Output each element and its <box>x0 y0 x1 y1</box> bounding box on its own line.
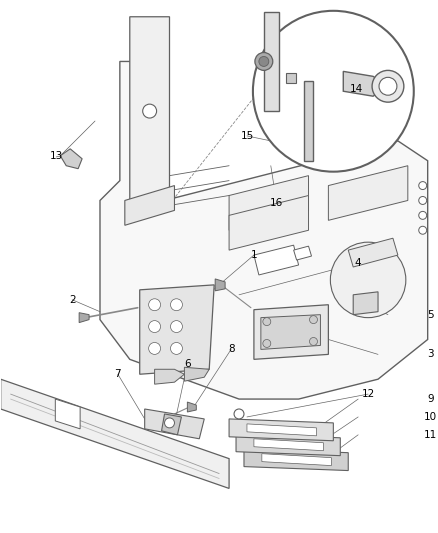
Polygon shape <box>79 313 89 322</box>
Polygon shape <box>261 314 321 350</box>
Text: 6: 6 <box>184 359 191 369</box>
Polygon shape <box>254 439 323 451</box>
Circle shape <box>259 56 269 67</box>
Text: 2: 2 <box>69 295 75 305</box>
Polygon shape <box>286 74 296 83</box>
Circle shape <box>170 321 182 333</box>
Circle shape <box>165 418 174 428</box>
Polygon shape <box>60 149 82 168</box>
Polygon shape <box>244 449 348 471</box>
Circle shape <box>419 197 427 205</box>
Polygon shape <box>130 17 170 220</box>
Circle shape <box>330 242 406 318</box>
Circle shape <box>255 53 273 70</box>
Text: 8: 8 <box>228 344 234 354</box>
Polygon shape <box>229 419 333 441</box>
Polygon shape <box>155 369 184 384</box>
Text: 13: 13 <box>49 151 63 161</box>
Polygon shape <box>254 245 299 275</box>
Text: 1: 1 <box>251 250 257 260</box>
Polygon shape <box>262 454 332 466</box>
Polygon shape <box>1 379 229 488</box>
Circle shape <box>148 321 161 333</box>
Text: 14: 14 <box>350 84 363 94</box>
Polygon shape <box>328 166 408 220</box>
Polygon shape <box>187 402 196 412</box>
Circle shape <box>263 340 271 348</box>
Polygon shape <box>140 285 214 374</box>
Circle shape <box>419 182 427 190</box>
Circle shape <box>310 316 318 324</box>
Circle shape <box>148 343 161 354</box>
Polygon shape <box>229 196 308 250</box>
Polygon shape <box>343 71 388 96</box>
Polygon shape <box>125 185 174 225</box>
Circle shape <box>170 299 182 311</box>
Circle shape <box>379 77 397 95</box>
Circle shape <box>253 11 414 172</box>
Polygon shape <box>348 238 398 267</box>
Polygon shape <box>229 176 308 230</box>
Polygon shape <box>184 367 209 381</box>
Text: 5: 5 <box>427 310 434 320</box>
Polygon shape <box>215 279 225 291</box>
Circle shape <box>170 343 182 354</box>
Polygon shape <box>162 414 181 435</box>
Polygon shape <box>254 305 328 359</box>
Circle shape <box>148 299 161 311</box>
Text: 3: 3 <box>427 349 434 359</box>
Text: 10: 10 <box>424 412 437 422</box>
Text: 11: 11 <box>424 430 437 440</box>
Polygon shape <box>353 292 378 314</box>
Text: 9: 9 <box>427 394 434 404</box>
Text: 16: 16 <box>270 198 283 208</box>
Circle shape <box>143 104 157 118</box>
Circle shape <box>234 409 244 419</box>
Circle shape <box>419 212 427 220</box>
Circle shape <box>263 318 271 326</box>
Polygon shape <box>264 12 279 111</box>
Polygon shape <box>304 82 314 161</box>
Circle shape <box>372 70 404 102</box>
Polygon shape <box>236 434 340 456</box>
Polygon shape <box>293 246 311 260</box>
Text: 12: 12 <box>361 389 375 399</box>
Text: 15: 15 <box>240 131 254 141</box>
Circle shape <box>419 227 427 234</box>
Polygon shape <box>145 409 204 439</box>
Polygon shape <box>55 399 80 429</box>
Polygon shape <box>100 61 427 399</box>
Text: 4: 4 <box>355 258 361 268</box>
Circle shape <box>310 337 318 345</box>
Polygon shape <box>247 424 317 436</box>
Text: 7: 7 <box>115 369 121 379</box>
